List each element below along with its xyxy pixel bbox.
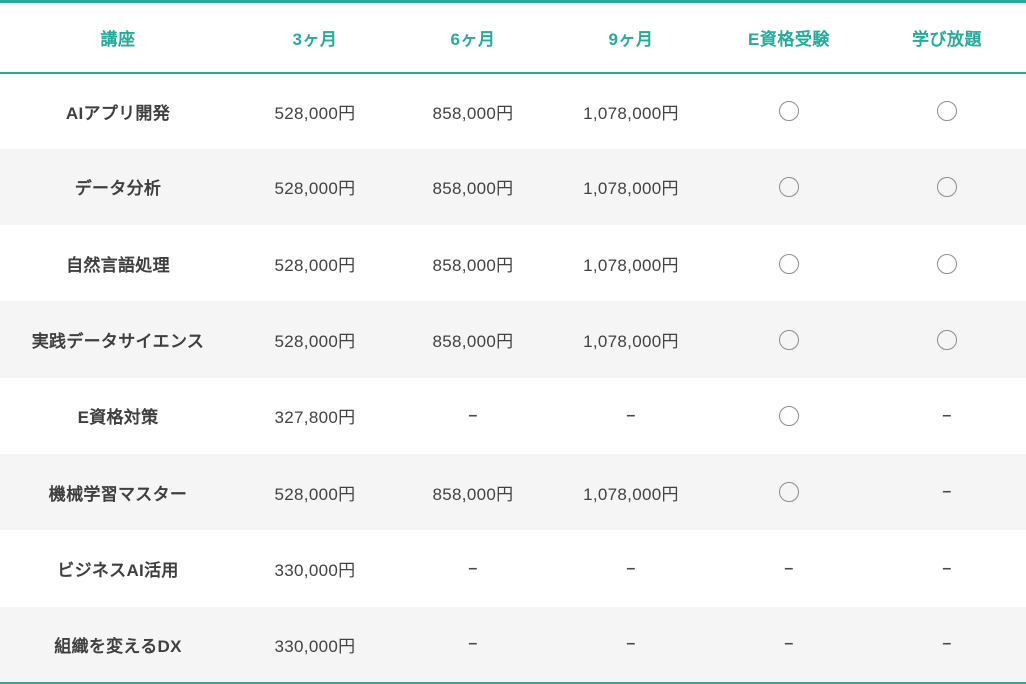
column-header-unlimited: 学び放題 <box>867 0 1026 74</box>
course-name: ビジネスAI活用 <box>0 530 236 607</box>
circle-mark-icon <box>936 177 957 198</box>
table-row: E資格対策 327,800円 – – – <box>0 377 1026 455</box>
table-row: 自然言語処理 528,000円 858,000円 1,078,000円 <box>0 225 1026 302</box>
unlimited-mark: – <box>867 454 1026 531</box>
course-name: 組織を変えるDX <box>0 606 236 684</box>
unlimited-mark: – <box>867 377 1026 455</box>
table-row: 機械学習マスター 528,000円 858,000円 1,078,000円 – <box>0 454 1026 531</box>
price-6months: – <box>393 606 552 684</box>
exam-mark <box>709 454 868 531</box>
exam-mark: – <box>709 530 868 607</box>
price-9months: 1,078,000円 <box>551 225 710 302</box>
exam-mark <box>709 377 868 455</box>
price-9months: 1,078,000円 <box>551 148 710 226</box>
price-6months: 858,000円 <box>393 72 552 149</box>
table-row: 組織を変えるDX 330,000円 – – – – <box>0 606 1026 684</box>
price-9months: – <box>551 377 710 455</box>
table-header: 講座 3ヶ月 6ヶ月 9ヶ月 E資格受験 学び放題 <box>0 0 1026 74</box>
exam-mark <box>709 148 868 226</box>
circle-mark-icon <box>778 101 799 122</box>
price-9months: – <box>551 530 710 607</box>
circle-mark-icon <box>778 406 799 427</box>
price-3months: 330,000円 <box>235 606 394 684</box>
header-row: 講座 3ヶ月 6ヶ月 9ヶ月 E資格受験 学び放題 <box>0 0 1026 74</box>
unlimited-mark <box>867 225 1026 302</box>
price-3months: 327,800円 <box>235 377 394 455</box>
price-3months: 528,000円 <box>235 148 394 226</box>
price-6months: 858,000円 <box>393 454 552 531</box>
column-header-9months: 9ヶ月 <box>551 0 710 74</box>
price-9months: 1,078,000円 <box>551 454 710 531</box>
unlimited-mark: – <box>867 606 1026 684</box>
course-name: E資格対策 <box>0 377 236 455</box>
circle-mark-icon <box>936 101 957 122</box>
column-header-6months: 6ヶ月 <box>393 0 552 74</box>
circle-mark-icon <box>936 329 957 350</box>
price-6months: 858,000円 <box>393 225 552 302</box>
table-row: ビジネスAI活用 330,000円 – – – – <box>0 530 1026 607</box>
unlimited-mark <box>867 148 1026 226</box>
price-9months: 1,078,000円 <box>551 72 710 149</box>
column-header-course: 講座 <box>0 0 236 74</box>
price-6months: 858,000円 <box>393 301 552 378</box>
price-9months: – <box>551 606 710 684</box>
column-header-3months: 3ヶ月 <box>235 0 394 74</box>
table-row: データ分析 528,000円 858,000円 1,078,000円 <box>0 148 1026 226</box>
circle-mark-icon <box>778 329 799 350</box>
circle-mark-icon <box>778 482 799 503</box>
course-name: 実践データサイエンス <box>0 301 236 378</box>
price-3months: 528,000円 <box>235 454 394 531</box>
exam-mark: – <box>709 606 868 684</box>
exam-mark <box>709 225 868 302</box>
circle-mark-icon <box>778 177 799 198</box>
price-3months: 528,000円 <box>235 301 394 378</box>
course-name: 機械学習マスター <box>0 454 236 531</box>
price-6months: – <box>393 530 552 607</box>
price-3months: 528,000円 <box>235 72 394 149</box>
table-row: AIアプリ開発 528,000円 858,000円 1,078,000円 <box>0 72 1026 149</box>
price-6months: – <box>393 377 552 455</box>
table-row: 実践データサイエンス 528,000円 858,000円 1,078,000円 <box>0 301 1026 378</box>
circle-mark-icon <box>778 253 799 274</box>
unlimited-mark: – <box>867 530 1026 607</box>
course-name: AIアプリ開発 <box>0 72 236 149</box>
unlimited-mark <box>867 301 1026 378</box>
price-3months: 330,000円 <box>235 530 394 607</box>
column-header-exam: E資格受験 <box>709 0 868 74</box>
unlimited-mark <box>867 72 1026 149</box>
course-name: 自然言語処理 <box>0 225 236 302</box>
price-6months: 858,000円 <box>393 148 552 226</box>
price-3months: 528,000円 <box>235 225 394 302</box>
exam-mark <box>709 301 868 378</box>
exam-mark <box>709 72 868 149</box>
circle-mark-icon <box>936 253 957 274</box>
table-body: AIアプリ開発 528,000円 858,000円 1,078,000円 データ… <box>0 72 1026 684</box>
course-name: データ分析 <box>0 148 236 226</box>
price-9months: 1,078,000円 <box>551 301 710 378</box>
